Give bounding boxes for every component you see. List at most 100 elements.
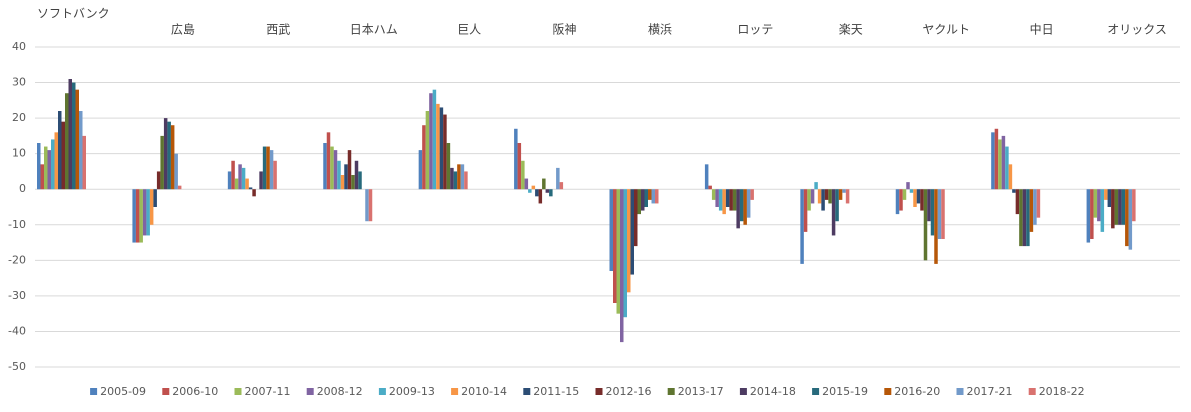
bar [736, 189, 740, 229]
bar [641, 189, 645, 211]
bar [333, 150, 338, 190]
bar [899, 189, 903, 211]
bar [446, 143, 451, 190]
bar [160, 135, 164, 190]
bar [153, 189, 157, 207]
bar [538, 189, 543, 204]
bar [729, 189, 733, 211]
category-label: ヤクルト [922, 23, 970, 37]
bar [998, 139, 1002, 190]
bar [1125, 189, 1129, 247]
bar [743, 189, 747, 225]
bar [177, 185, 182, 190]
bar [623, 189, 627, 318]
bar [545, 189, 550, 193]
bar [930, 189, 935, 236]
bar [1012, 189, 1016, 193]
bar [68, 79, 72, 190]
legend-swatch [451, 388, 459, 395]
legend-swatch [378, 388, 386, 395]
bar [368, 189, 373, 222]
bar [916, 189, 921, 204]
bar [146, 189, 150, 236]
bar [920, 189, 924, 211]
bar [902, 189, 907, 200]
bar [648, 189, 652, 200]
bar [514, 128, 518, 190]
legend-label: 2015-19 [822, 385, 868, 398]
bar [708, 185, 712, 190]
bar [1104, 189, 1108, 200]
bar [1121, 189, 1126, 225]
bar [913, 189, 917, 207]
bar [337, 160, 341, 190]
y-tick-label: -30 [8, 289, 26, 302]
bar [937, 189, 942, 239]
category-label: 巨人 [457, 23, 481, 37]
bar [651, 189, 655, 204]
y-tick-label: -10 [8, 218, 26, 231]
bar [234, 178, 239, 190]
bar [644, 189, 648, 207]
bar [135, 189, 140, 243]
bar [1090, 189, 1094, 239]
bar [994, 128, 999, 190]
bar [746, 189, 751, 218]
bar [330, 146, 334, 190]
bar [800, 189, 804, 264]
bar [432, 89, 437, 190]
bar [326, 132, 331, 190]
bar [627, 189, 631, 293]
y-tick-label: -20 [8, 253, 26, 266]
bar [991, 132, 995, 190]
category-label: 日本ハム [350, 23, 398, 37]
bar [1132, 189, 1136, 222]
bar [941, 189, 945, 239]
bar [429, 93, 433, 190]
legend-swatch [234, 388, 242, 395]
category-label: 阪神 [553, 23, 577, 37]
bar [245, 178, 249, 190]
bar [82, 135, 86, 190]
legend-swatch [306, 388, 314, 395]
bar [450, 167, 454, 190]
bar [40, 164, 44, 190]
bar [1015, 189, 1020, 215]
bar [422, 125, 426, 190]
bar [259, 171, 263, 190]
bar [821, 189, 825, 211]
bar [344, 164, 348, 190]
bar [718, 189, 723, 211]
bar [1008, 164, 1013, 190]
bar [732, 189, 737, 211]
bar [828, 189, 832, 204]
bar [266, 146, 270, 190]
bar [1026, 189, 1030, 247]
category-label: 中日 [1030, 22, 1054, 37]
bar [1033, 189, 1037, 225]
legend-swatch [523, 388, 531, 395]
bar [927, 189, 931, 222]
bar [831, 189, 836, 236]
bar [909, 189, 914, 193]
bar [535, 189, 539, 197]
bar [354, 160, 359, 190]
bar [704, 164, 709, 190]
bar [439, 107, 444, 190]
bar [170, 125, 175, 190]
bar [453, 171, 458, 190]
bar [156, 171, 161, 190]
bar [436, 103, 440, 190]
bar [810, 189, 815, 204]
bar [1097, 189, 1101, 222]
bar [54, 132, 58, 190]
bar [1001, 135, 1006, 190]
bar [1036, 189, 1041, 218]
bar [923, 189, 928, 261]
bar [620, 189, 624, 343]
y-tick-label: 0 [19, 182, 26, 195]
bar [613, 189, 617, 303]
bar [65, 93, 69, 190]
bar [1093, 189, 1098, 218]
